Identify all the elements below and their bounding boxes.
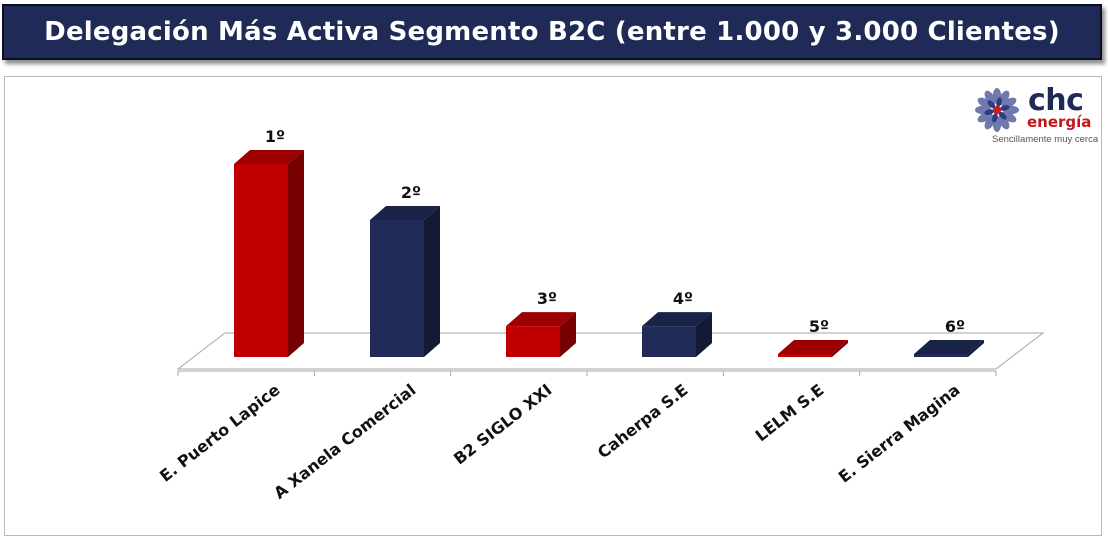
category-label-5: LELM S.E xyxy=(752,380,828,445)
bar-side-1 xyxy=(288,150,304,357)
bar-side-4 xyxy=(696,312,712,357)
category-label-3: B2 SIGLO XXI xyxy=(450,380,555,468)
bar-5 xyxy=(778,354,832,357)
bar-top-6 xyxy=(914,340,984,354)
bar-side-3 xyxy=(560,312,576,357)
flower-logo-icon xyxy=(975,88,1019,132)
chc-energia-logo: chc energía Sencillamente muy cerca xyxy=(968,83,1098,150)
data-label-2: 2º xyxy=(401,183,421,202)
category-label-6: E. Sierra Magina xyxy=(835,380,964,486)
bar-6 xyxy=(914,354,968,357)
bar-side-5 xyxy=(832,340,848,357)
bar-top-3 xyxy=(506,312,576,327)
logo-tagline: Sencillamente muy cerca xyxy=(992,134,1099,145)
bar-3 xyxy=(506,326,560,357)
category-label-2: A Xanela Comercial xyxy=(270,380,419,502)
logo-brand: chc xyxy=(1028,83,1084,118)
bar-top-1 xyxy=(234,150,304,164)
category-label-1: E. Puerto Lapice xyxy=(156,380,284,486)
bar-top-4 xyxy=(642,312,712,327)
bar-1 xyxy=(234,164,288,357)
logo-sub: energía xyxy=(1027,113,1092,131)
category-label-4: Caherpa S.E xyxy=(594,380,692,462)
bar-side-2 xyxy=(424,205,440,357)
bar-2 xyxy=(370,219,424,357)
data-label-3: 3º xyxy=(537,289,557,308)
bar-4 xyxy=(642,326,696,357)
bar-side-6 xyxy=(968,340,984,357)
data-label-4: 4º xyxy=(673,289,693,308)
data-label-6: 6º xyxy=(945,317,965,336)
chart-title: Delegación Más Activa Segmento B2C (entr… xyxy=(44,17,1060,47)
bar-top-5 xyxy=(778,340,848,354)
chart-frame xyxy=(4,76,1102,536)
data-label-1: 1º xyxy=(265,127,285,146)
bar-top-2 xyxy=(370,205,440,220)
chart-floor xyxy=(176,332,1045,370)
title-bar: Delegación Más Activa Segmento B2C (entr… xyxy=(2,4,1102,60)
data-label-5: 5º xyxy=(809,317,829,336)
